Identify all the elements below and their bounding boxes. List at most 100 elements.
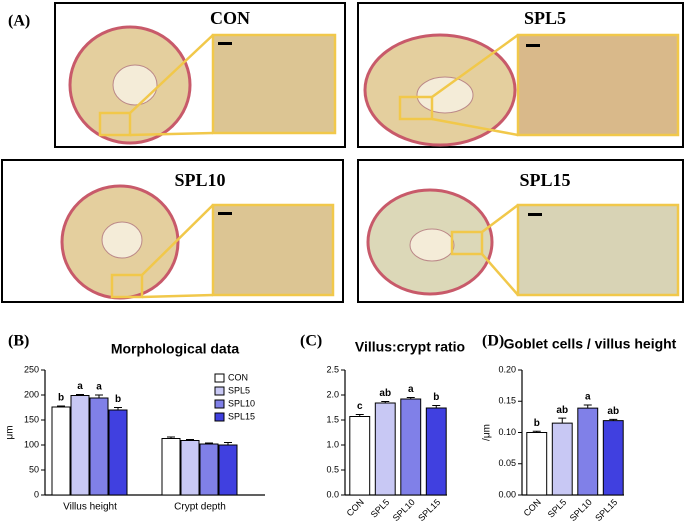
bar — [551, 422, 573, 496]
y-tick-label: 0.20 — [498, 364, 516, 374]
connector — [431, 33, 519, 99]
y-tick-label: 0 — [34, 489, 39, 499]
connector — [129, 34, 214, 114]
bar — [70, 395, 90, 496]
selection — [110, 273, 144, 299]
chart-title: Morphological data — [111, 341, 240, 357]
y-tick-label: 150 — [24, 414, 39, 424]
y-tick-label: 200 — [24, 389, 39, 399]
y-axis-label: μm — [5, 425, 16, 439]
zoom-image — [516, 33, 680, 137]
connector — [481, 253, 519, 296]
x-tick-label: Crypt depth — [174, 502, 226, 513]
y-tick-label: 1.5 — [326, 414, 339, 424]
legend-label: SPL15 — [228, 411, 255, 421]
bar — [218, 444, 238, 496]
significance-letter: b — [534, 418, 540, 429]
significance-letter: a — [408, 384, 414, 395]
x-tick-label: CON — [345, 497, 366, 518]
y-tick-label: 100 — [24, 439, 39, 449]
panel-label: (B) — [8, 333, 29, 350]
selection — [398, 95, 434, 121]
panel-title: SPL5 — [524, 8, 566, 28]
legend-swatch — [214, 373, 225, 383]
y-tick-label: 0.15 — [498, 396, 516, 406]
significance-letter: c — [357, 401, 363, 412]
connector — [431, 117, 519, 137]
bar — [89, 397, 109, 496]
y-tick-label: 0.5 — [326, 464, 339, 474]
scale-bar — [528, 213, 542, 216]
panel-title: CON — [210, 8, 250, 28]
panel-title: SPL10 — [174, 170, 225, 190]
connector — [141, 293, 214, 299]
y-tick-label: 50 — [29, 464, 39, 474]
scale-bar — [218, 212, 232, 215]
y-tick-label: 0.05 — [498, 458, 516, 468]
bar — [577, 407, 599, 496]
bar — [199, 443, 219, 496]
x-tick-label: CON — [522, 497, 543, 518]
panel-frame — [357, 2, 684, 148]
bar — [108, 409, 128, 496]
connector — [141, 204, 214, 276]
legend-swatch — [214, 412, 225, 422]
x-tick-label: SPL15 — [593, 497, 619, 523]
x-tick-label: Villus height — [63, 502, 117, 513]
bar — [425, 407, 447, 496]
lumen — [416, 76, 474, 114]
legend-swatch — [214, 386, 225, 396]
selection — [98, 111, 132, 137]
bar — [602, 420, 624, 496]
panel-frame — [357, 159, 684, 303]
zoom-image — [211, 33, 337, 135]
connector — [481, 204, 519, 233]
significance-letter: ab — [556, 405, 568, 416]
x-tick-label: SPL5 — [546, 497, 569, 520]
significance-letter: a — [585, 392, 591, 403]
bar — [349, 416, 371, 496]
panel-title: SPL15 — [519, 170, 570, 190]
y-tick-label: 0.10 — [498, 427, 516, 437]
panel-label: (C) — [300, 333, 322, 350]
significance-letter: b — [58, 393, 64, 404]
image-panel: SPL15 — [357, 159, 684, 303]
significance-letter: a — [77, 381, 83, 392]
significance-letter: a — [96, 382, 102, 393]
y-tick-label: 2.5 — [326, 364, 339, 374]
scale-bar — [526, 44, 540, 47]
zoom-image — [516, 203, 680, 297]
selection — [450, 230, 484, 256]
y-tick-label: 0.00 — [498, 489, 516, 499]
chart-title: Goblet cells / villus height — [504, 336, 677, 352]
bar — [161, 438, 181, 496]
bar — [51, 406, 71, 496]
lumen — [409, 228, 455, 262]
lumen — [101, 221, 143, 259]
image-panel: CON — [54, 2, 346, 148]
lumen — [112, 64, 158, 106]
y-tick-label: 1.0 — [326, 439, 339, 449]
legend-label: SPL5 — [228, 385, 250, 395]
panel-frame — [54, 2, 346, 148]
panel-label: (D) — [482, 333, 504, 350]
y-tick-label: 2.0 — [326, 389, 339, 399]
significance-letter: b — [433, 392, 439, 403]
figure-label: (A) — [8, 13, 30, 30]
bar — [526, 432, 548, 496]
image-panel: SPL10 — [1, 159, 344, 303]
bar — [400, 398, 422, 496]
legend-label: SPL10 — [228, 398, 255, 408]
connector — [129, 131, 214, 137]
x-tick-label: SPL10 — [568, 497, 594, 523]
y-tick-label: 250 — [24, 364, 39, 374]
significance-letter: ab — [379, 388, 391, 399]
bar — [180, 440, 200, 496]
x-tick-label: SPL15 — [416, 497, 442, 523]
panel-frame — [1, 159, 344, 303]
image-panel: SPL5 — [357, 2, 684, 148]
bar — [374, 402, 396, 496]
x-tick-label: SPL10 — [391, 497, 417, 523]
legend-swatch — [214, 399, 225, 409]
